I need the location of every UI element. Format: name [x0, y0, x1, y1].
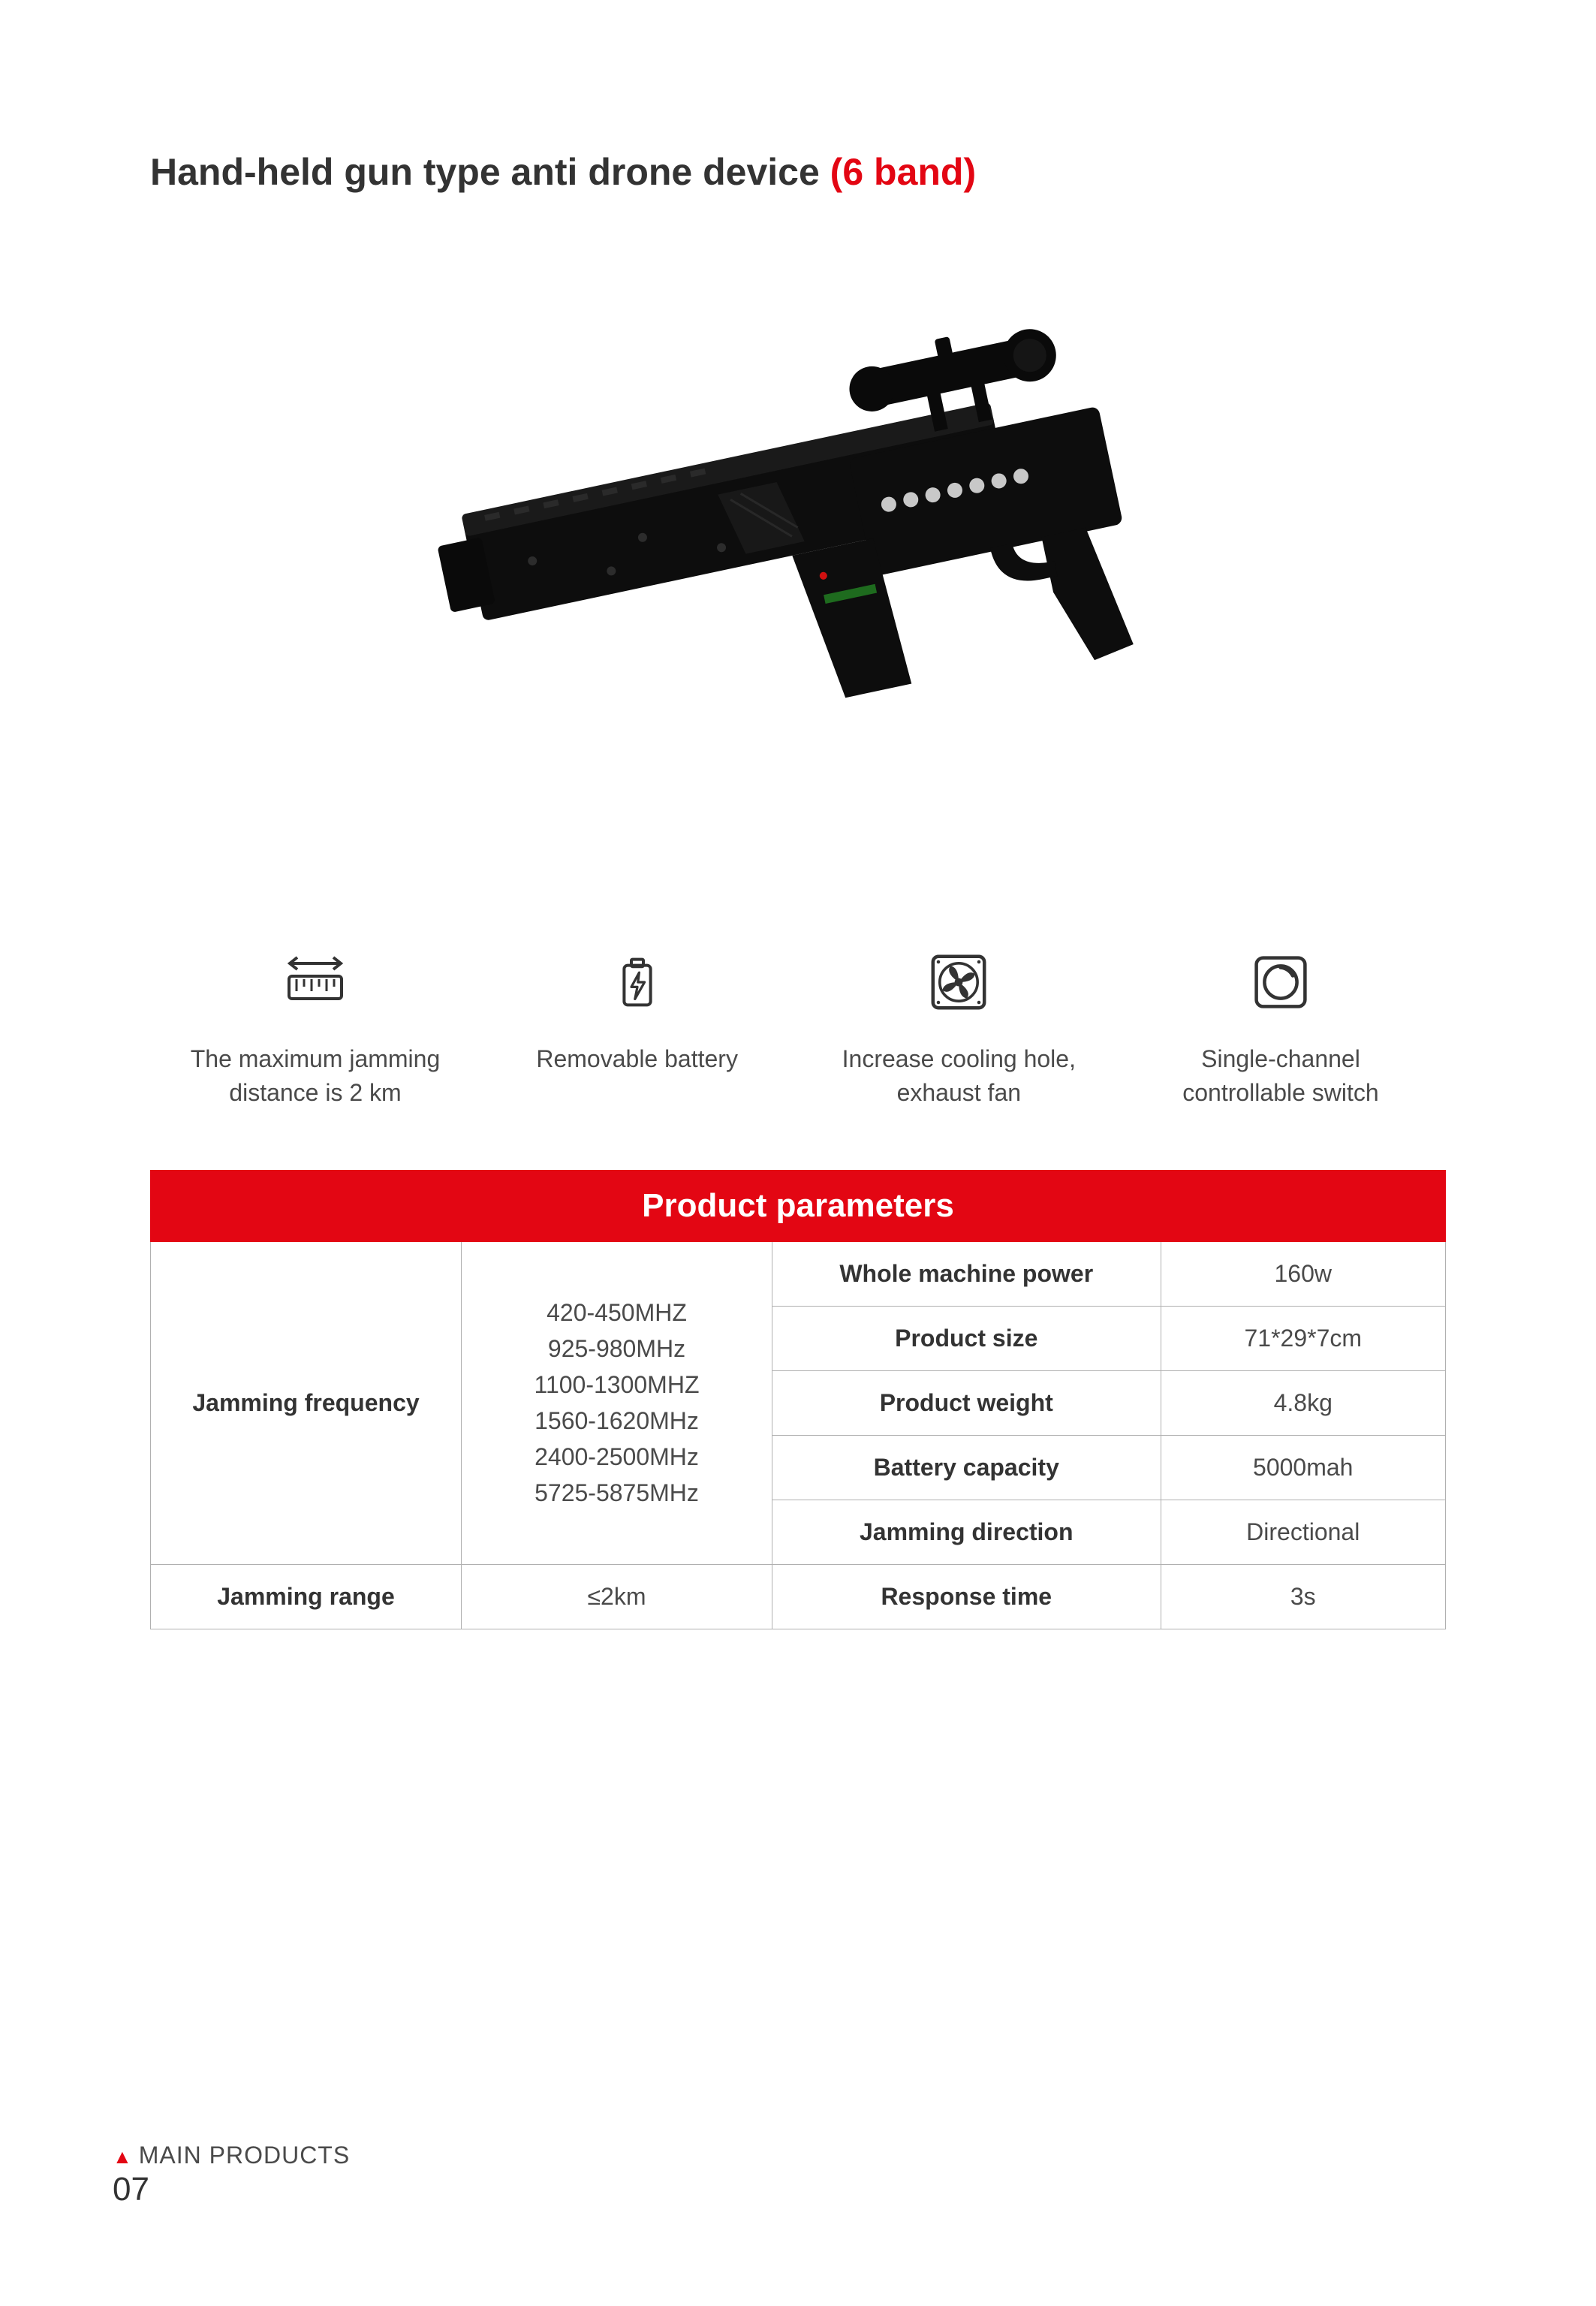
page-number: 07 [113, 2171, 350, 2208]
cell-label: Whole machine power [772, 1241, 1161, 1306]
page-title: Hand-held gun type anti drone device (6 … [150, 150, 1446, 194]
cell-value: 71*29*7cm [1161, 1306, 1446, 1370]
feature-text: Single-channel controllable switch [1146, 1042, 1416, 1110]
table-header: Product parameters [151, 1170, 1446, 1241]
title-accent: (6 band) [830, 151, 976, 193]
parameters-table: Product parameters Jamming frequency 420… [150, 1170, 1446, 1629]
feature-text: The maximum jamming distance is 2 km [180, 1042, 450, 1110]
feature-switch: Single-channel controllable switch [1146, 945, 1416, 1110]
title-main: Hand-held gun type anti drone device [150, 151, 830, 193]
cell-value: 160w [1161, 1241, 1446, 1306]
cell-label: Jamming direction [772, 1500, 1161, 1564]
feature-text: Increase cooling hole, exhaust fan [824, 1042, 1094, 1110]
triangle-icon: ▲ [113, 2145, 133, 2168]
cell-value: 3s [1161, 1564, 1446, 1629]
cell-label: Product weight [772, 1370, 1161, 1435]
product-image-wrap [150, 284, 1446, 809]
cell-jamming-freq-label: Jamming frequency [151, 1241, 462, 1564]
page: Hand-held gun type anti drone device (6 … [0, 0, 1596, 2306]
feature-text: Removable battery [536, 1042, 738, 1076]
cell-label: Battery capacity [772, 1435, 1161, 1500]
feature-cooling: Increase cooling hole, exhaust fan [824, 945, 1094, 1110]
cell-jamming-freq-value: 420-450MHZ 925-980MHz 1100-1300MHZ 1560-… [462, 1241, 772, 1564]
footer-section: ▲ MAIN PRODUCTS [113, 2142, 350, 2169]
cell-label: Product size [772, 1306, 1161, 1370]
cell-value: Directional [1161, 1500, 1446, 1564]
freq-list: 420-450MHZ 925-980MHz 1100-1300MHZ 1560-… [477, 1295, 757, 1511]
product-image [385, 284, 1211, 809]
switch-icon [1243, 945, 1318, 1020]
cell-jamming-range-label: Jamming range [151, 1564, 462, 1629]
cooling-icon [921, 945, 996, 1020]
feature-distance: The maximum jamming distance is 2 km [180, 945, 450, 1110]
distance-icon [278, 945, 353, 1020]
features-row: The maximum jamming distance is 2 km Rem… [180, 945, 1416, 1110]
cell-jamming-range-value: ≤2km [462, 1564, 772, 1629]
battery-icon [600, 945, 675, 1020]
cell-label: Response time [772, 1564, 1161, 1629]
table-row: Jamming frequency 420-450MHZ 925-980MHz … [151, 1241, 1446, 1306]
cell-value: 5000mah [1161, 1435, 1446, 1500]
table-row: Jamming range ≤2km Response time 3s [151, 1564, 1446, 1629]
footer-section-text: MAIN PRODUCTS [139, 2142, 350, 2169]
feature-battery: Removable battery [502, 945, 772, 1110]
cell-value: 4.8kg [1161, 1370, 1446, 1435]
page-footer: ▲ MAIN PRODUCTS 07 [113, 2142, 350, 2208]
